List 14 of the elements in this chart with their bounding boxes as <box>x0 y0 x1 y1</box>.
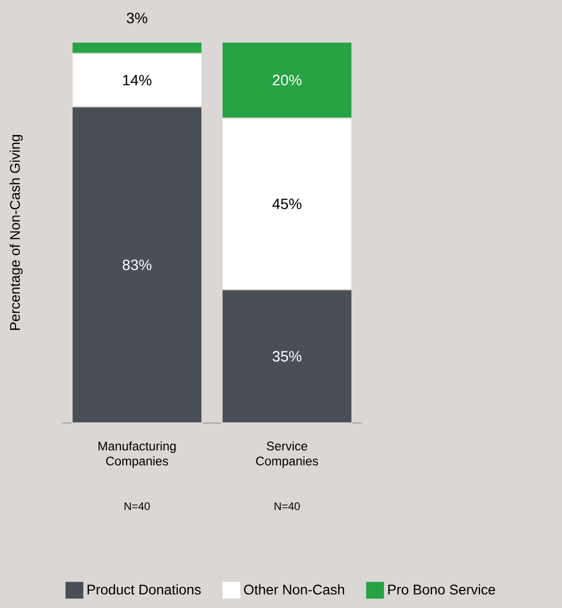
data-label: 20% <box>272 74 302 86</box>
data-label: 3% <box>126 12 148 24</box>
data-label: 83% <box>122 260 152 270</box>
text: N=40 <box>124 502 150 510</box>
x-tick-label: Manufacturing Companies <box>98 441 176 468</box>
y-axis-title: Percentage of Non-Cash Giving <box>10 134 23 330</box>
text: N=40 <box>274 502 300 510</box>
data-label: 14% <box>123 74 152 86</box>
data-label: 45% <box>272 198 302 210</box>
legend-label: Product Donations <box>88 584 201 595</box>
legend-label: Other Non-Cash <box>244 584 344 595</box>
legend-label: Pro Bono Service <box>388 584 496 595</box>
data-label: 35% <box>272 351 302 362</box>
x-tick-label: Service Companies <box>256 441 318 468</box>
